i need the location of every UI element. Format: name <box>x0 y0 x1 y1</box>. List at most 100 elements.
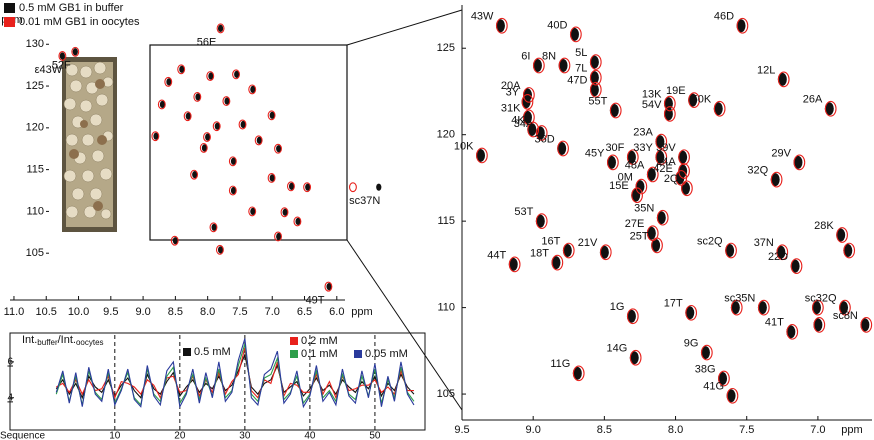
peak-label: 30F <box>605 142 624 154</box>
peak-label: 50K <box>692 94 712 106</box>
peak-label: 25T <box>630 230 649 242</box>
x-tick-label: 7.0 <box>265 306 280 318</box>
peak-label: 31K <box>501 102 521 114</box>
peak-label: 56E <box>197 36 217 48</box>
peak-buffer <box>599 245 609 259</box>
peak-buffer <box>153 132 159 140</box>
x-tick-label: 11.0 <box>4 306 25 318</box>
x-tick-label: 8.0 <box>668 424 683 436</box>
peak-label: 8N <box>542 50 556 62</box>
peak-oocyte <box>280 207 289 218</box>
peak-label: 21V <box>578 237 598 249</box>
peak-oocyte <box>718 370 730 387</box>
peak-oocyte <box>812 299 824 316</box>
peak-oocyte <box>508 256 521 273</box>
peak-label: 49T <box>306 295 325 307</box>
peak-buffer <box>269 174 275 182</box>
peak-oocyte <box>678 163 690 179</box>
peak-buffer <box>655 135 665 149</box>
y-tick-label: 125 <box>26 80 44 92</box>
peak-label: 55T <box>588 95 607 107</box>
peak-oocyte <box>839 299 851 316</box>
peak-buffer <box>589 71 599 85</box>
legend-label: 0.1 mM <box>301 348 338 360</box>
peak-buffer <box>589 55 599 69</box>
peak-buffer <box>234 70 240 78</box>
peak-label: 19E <box>666 85 686 97</box>
peak-label: 40D <box>547 19 567 31</box>
zoom-line <box>346 9 463 46</box>
peak-buffer <box>282 208 288 216</box>
peak-oocyte <box>232 69 241 80</box>
peak-oocyte <box>203 132 211 142</box>
peak-oocyte <box>287 181 295 192</box>
peak-buffer <box>230 186 237 195</box>
peak-buffer <box>718 372 728 385</box>
peak-label: 39V <box>656 142 676 154</box>
peak-oocyte <box>183 111 192 122</box>
peak-label: sc32Q <box>805 293 837 305</box>
peak-buffer <box>678 150 688 164</box>
peak-buffer <box>192 171 198 179</box>
x-tick-label: 10.0 <box>68 306 89 318</box>
peak-oocyte <box>228 185 237 196</box>
peak-buffer <box>558 59 568 73</box>
series-line <box>55 338 415 409</box>
peak-oocyte <box>701 344 713 361</box>
peak-oocyte <box>71 46 80 57</box>
peak-oocyte <box>164 76 173 87</box>
peak-oocyte <box>609 102 622 119</box>
x-tick-label: 20 <box>174 431 186 440</box>
peak-buffer <box>562 244 572 258</box>
peak-buffer <box>790 259 800 273</box>
x-tick-label: 7.0 <box>810 424 825 436</box>
peak-oocyte <box>813 317 826 333</box>
peak-oocyte <box>655 133 668 150</box>
peak-buffer <box>836 228 846 242</box>
peak-oocyte <box>215 244 224 255</box>
legend-swatch <box>354 350 362 358</box>
y-tick-label: 4 <box>7 392 13 403</box>
x-axis-label: ppm <box>841 424 862 436</box>
peak-oocyte <box>836 227 848 243</box>
peak-oocyte <box>274 143 282 154</box>
zoom-box <box>149 44 348 241</box>
peak-buffer <box>688 93 698 107</box>
peak-oocyte <box>646 225 659 242</box>
peak-label: 9G <box>684 337 699 349</box>
legend-label: 0.5 mM <box>194 346 231 358</box>
peak-buffer <box>230 157 237 165</box>
x-axis-label: ppm <box>351 306 372 318</box>
peak-label: 7L <box>575 63 587 75</box>
peak-label: 16T <box>541 235 560 247</box>
y-tick-label: 125 <box>437 42 455 54</box>
peak-oocyte <box>496 17 508 34</box>
y-tick-label: 105 <box>26 247 44 259</box>
peak-oocyte <box>216 23 225 34</box>
peak-label: 38G <box>695 363 716 375</box>
peak-buffer <box>629 351 639 365</box>
peak-oocyte <box>206 71 215 81</box>
peak-oocyte <box>757 299 770 316</box>
peak-buffer <box>214 122 220 130</box>
peak-buffer <box>185 112 191 120</box>
peak-oocyte <box>248 206 257 217</box>
peak-buffer <box>211 223 217 231</box>
peak-buffer <box>730 301 740 315</box>
peak-buffer <box>655 150 665 164</box>
zoom-line <box>346 239 463 411</box>
x-tick-label: 10.5 <box>36 306 57 318</box>
peak-buffer <box>305 183 311 191</box>
peak-oocyte <box>663 106 676 122</box>
peak-label: 20A <box>501 80 521 92</box>
peak-buffer <box>59 52 65 60</box>
y-tick-label: 115 <box>26 164 44 176</box>
peak-oocyte <box>254 135 263 146</box>
peak-oocyte <box>570 26 582 43</box>
peak-buffer <box>166 78 172 86</box>
peak-buffer <box>172 237 178 245</box>
photo-eggs <box>63 61 114 220</box>
peak-oocyte <box>843 242 856 259</box>
line-chart-frame <box>9 332 426 431</box>
peak-label: 18T <box>530 248 549 260</box>
